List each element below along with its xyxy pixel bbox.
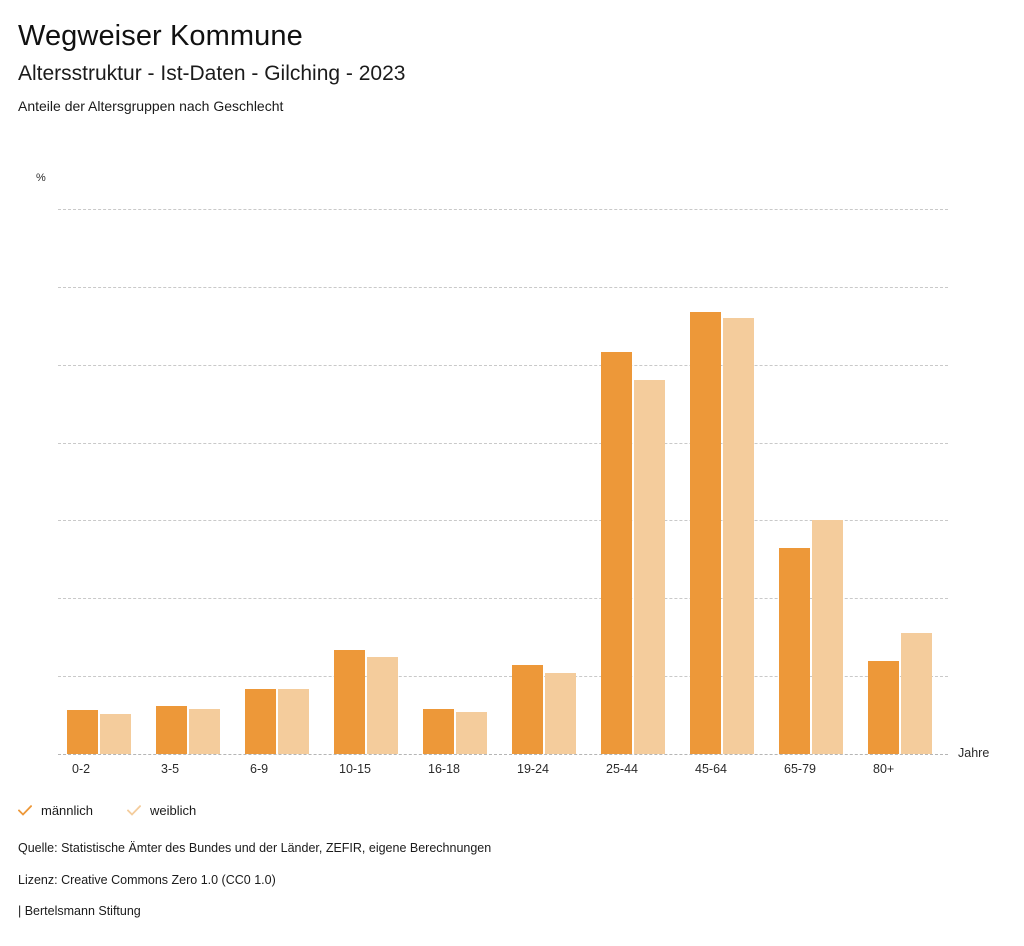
chart-area: % 05101520253035 0-2 3-5 6-9 10-15 16-18 19-2… <box>0 168 1024 788</box>
bar-group-10-15 <box>325 209 414 754</box>
footer-source: Quelle: Statistische Ämter des Bundes un… <box>18 841 492 855</box>
bar-männlich-80+[interactable] <box>868 660 899 754</box>
bar-männlich-3-5[interactable] <box>156 705 187 754</box>
x-axis-label-0-2: 0-2 <box>72 762 91 776</box>
footer-publisher: | Bertelsmann Stiftung <box>18 904 141 918</box>
x-axis-label-19-24: 19-24 <box>517 762 549 776</box>
y-axis-unit-label: % <box>36 172 46 184</box>
bar-group-3-5 <box>147 209 236 754</box>
x-axis-label-25-44: 25-44 <box>606 762 638 776</box>
bar-männlich-45-64[interactable] <box>690 311 721 754</box>
bar-group-16-18 <box>414 209 503 754</box>
x-axis-label-3-5: 3-5 <box>161 762 180 776</box>
gridline-25 <box>58 364 948 366</box>
bar-weiblich-16-18[interactable] <box>456 711 487 754</box>
legend: männlich weiblich <box>18 803 196 818</box>
legend-item-männlich[interactable]: männlich <box>18 803 93 818</box>
legend-label: männlich <box>41 803 94 818</box>
bar-männlich-0-2[interactable] <box>67 710 98 754</box>
bar-group-65-79 <box>770 209 859 754</box>
bar-männlich-65-79[interactable] <box>779 548 810 754</box>
bar-weiblich-0-2[interactable] <box>100 713 131 754</box>
bar-weiblich-6-9[interactable] <box>278 688 309 754</box>
bar-weiblich-10-15[interactable] <box>367 657 398 754</box>
chart-description: Anteile der Altersgruppen nach Geschlech… <box>18 98 284 115</box>
bar-group-0-2 <box>58 209 147 754</box>
x-axis-label-80+: 80+ <box>873 762 895 776</box>
gridline-5 <box>58 676 948 678</box>
bar-weiblich-80+[interactable] <box>901 632 932 754</box>
footer: Quelle: Statistische Ämter des Bundes un… <box>18 842 491 918</box>
x-axis-label-16-18: 16-18 <box>428 762 460 776</box>
bar-männlich-6-9[interactable] <box>245 688 276 754</box>
gridline-30 <box>58 286 948 288</box>
footer-license: Lizenz: Creative Commons Zero 1.0 (CC0 1… <box>18 872 276 887</box>
x-axis-label-45-64: 45-64 <box>695 762 727 776</box>
bar-group-80+ <box>859 209 948 754</box>
bar-weiblich-3-5[interactable] <box>189 708 220 754</box>
bar-männlich-25-44[interactable] <box>601 352 632 754</box>
x-axis-label-65-79: 65-79 <box>784 762 816 776</box>
check-icon <box>127 805 142 816</box>
page-title: Wegweiser Kommune <box>18 20 303 52</box>
bar-weiblich-45-64[interactable] <box>723 318 754 754</box>
bar-group-45-64 <box>681 209 770 754</box>
x-axis-unit-label: Jahre <box>958 746 990 760</box>
plot-region: 05101520253035 <box>58 209 948 755</box>
bar-männlich-16-18[interactable] <box>423 708 454 754</box>
check-icon <box>18 805 32 816</box>
bar-männlich-10-15[interactable] <box>334 649 365 754</box>
gridline-20 <box>58 442 948 444</box>
bar-weiblich-65-79[interactable] <box>812 520 843 754</box>
gridline-15 <box>58 520 948 522</box>
bar-group-19-24 <box>503 209 592 754</box>
chart-subtitle: Altersstruktur - Ist-Daten - Gilching - … <box>18 62 406 86</box>
bar-weiblich-25-44[interactable] <box>634 380 665 754</box>
x-axis-label-10-15: 10-15 <box>339 762 371 776</box>
gridline-0 <box>58 754 948 755</box>
legend-label: weiblich <box>150 803 197 818</box>
bar-series-container <box>58 209 948 754</box>
gridline-35 <box>58 209 948 210</box>
bar-group-6-9 <box>236 209 325 754</box>
header: Wegweiser Kommune Altersstruktur - Ist-D… <box>0 0 1024 114</box>
x-axis-label-6-9: 6-9 <box>250 762 269 776</box>
bar-männlich-19-24[interactable] <box>512 665 543 754</box>
legend-item-weiblich[interactable]: weiblich <box>127 803 196 818</box>
bar-weiblich-19-24[interactable] <box>545 673 576 754</box>
x-axis-labels: 0-2 3-5 6-9 10-15 16-18 19-24 25-44 45-64 65-79 8… <box>58 762 948 776</box>
gridline-10 <box>58 598 948 600</box>
bar-group-25-44 <box>592 209 681 754</box>
